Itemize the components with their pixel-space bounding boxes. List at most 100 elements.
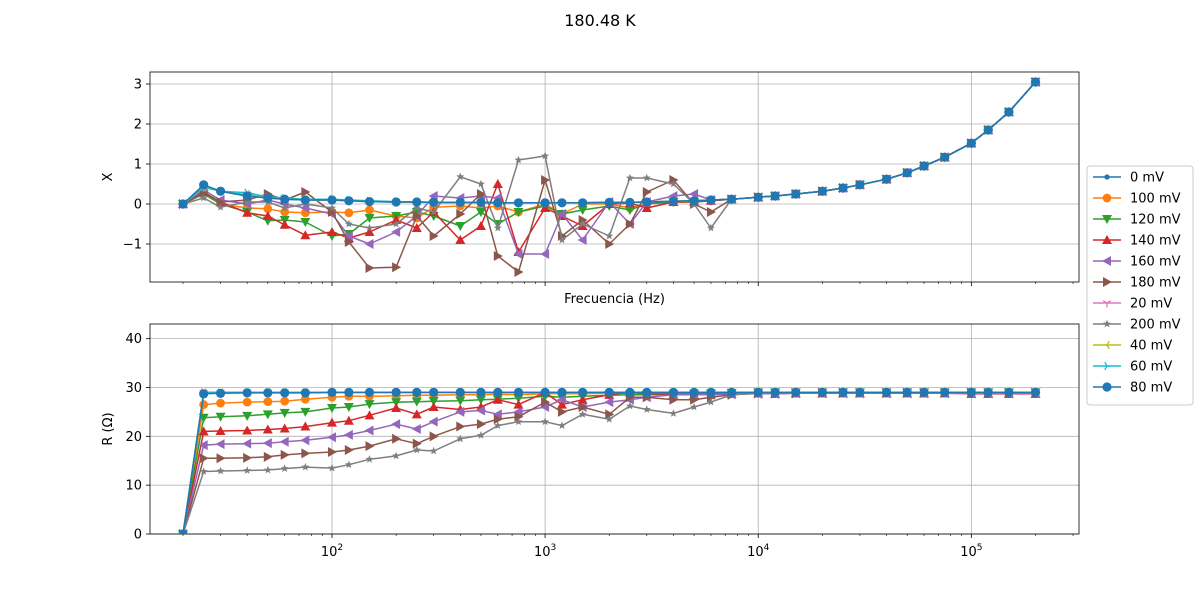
- data-point: [770, 191, 780, 201]
- data-point: [791, 387, 801, 397]
- data-point: [280, 203, 289, 212]
- data-point: [216, 197, 226, 207]
- series-0-mv: [180, 79, 1039, 207]
- data-point: [625, 173, 634, 182]
- data-point: [365, 441, 375, 452]
- data-point: [242, 438, 252, 449]
- data-point: [343, 403, 354, 413]
- grid: [150, 324, 1079, 535]
- data-point: [242, 207, 253, 217]
- data-point: [706, 195, 716, 205]
- data-point: [301, 187, 311, 197]
- data-point: [475, 405, 485, 416]
- data-point: [262, 438, 272, 449]
- legend-marker: [1102, 300, 1112, 308]
- data-point: [428, 402, 439, 412]
- data-point: [327, 387, 337, 397]
- legend-marker: [1102, 256, 1111, 266]
- legend-entry: 80 mV: [1093, 381, 1172, 396]
- data-point: [689, 387, 699, 397]
- data-point: [689, 189, 699, 199]
- series-60-mv: [180, 77, 1040, 209]
- data-point: [578, 215, 588, 225]
- data-point: [557, 198, 567, 208]
- data-point: [455, 396, 466, 406]
- data-point: [263, 193, 273, 203]
- data-point: [199, 193, 208, 202]
- legend-label: 180 mV: [1130, 276, 1181, 291]
- data-point: [199, 467, 208, 475]
- y-tick-label: 30: [125, 381, 142, 396]
- data-point: [770, 387, 780, 397]
- data-point: [940, 387, 950, 397]
- data-point: [475, 208, 486, 217]
- data-point: [690, 394, 700, 405]
- legend-entry: 60 mV: [1093, 360, 1172, 375]
- data-point: [902, 168, 912, 178]
- data-point: [706, 397, 715, 406]
- data-point: [178, 529, 188, 534]
- data-point: [178, 199, 188, 209]
- data-point: [475, 221, 486, 230]
- data-point: [706, 223, 715, 232]
- data-point: [429, 446, 438, 455]
- data-point: [605, 409, 615, 420]
- data-point: [513, 208, 524, 217]
- data-point: [881, 387, 892, 397]
- data-point: [838, 183, 848, 193]
- legend: 0 mV 100 mV 120 mV 140 mV 160 mV 180 mV 20 mV 2…: [1086, 165, 1194, 406]
- data-point: [513, 394, 524, 404]
- grid: [150, 72, 1079, 282]
- data-point: [476, 197, 486, 207]
- data-point: [364, 387, 375, 397]
- data-point: [301, 448, 311, 459]
- data-point: [791, 189, 801, 199]
- data-point: [300, 218, 311, 227]
- data-point: [690, 402, 699, 411]
- data-point: [326, 404, 337, 413]
- data-point: [328, 463, 336, 472]
- data-point: [556, 209, 566, 219]
- data-point: [706, 207, 716, 217]
- legend-marker: [1102, 235, 1112, 244]
- data-point: [344, 196, 354, 206]
- legend-entry: 200 mV: [1093, 318, 1181, 333]
- data-point: [263, 388, 273, 398]
- data-point: [855, 180, 865, 190]
- data-point: [391, 387, 401, 397]
- legend-marker: [1104, 361, 1112, 371]
- data-point: [881, 174, 892, 184]
- data-point: [199, 400, 209, 409]
- data-point: [513, 399, 524, 409]
- data-point: [669, 409, 678, 417]
- data-point: [392, 433, 402, 444]
- data-point: [242, 425, 253, 435]
- data-point: [669, 394, 679, 405]
- data-point: [541, 151, 550, 160]
- series-40-mv: [178, 77, 1039, 209]
- subplot-reactance: −1 0 1 2 3 X Frecuencia (Hz): [101, 71, 1080, 307]
- legend-marker: [1102, 340, 1110, 350]
- data-point: [476, 419, 486, 430]
- data-point: [428, 397, 439, 407]
- data-point: [279, 408, 290, 418]
- data-point: [541, 175, 551, 185]
- data-point: [364, 239, 374, 249]
- x-axis-label: Frecuencia (Hz): [564, 292, 665, 307]
- series-line: [182, 81, 1037, 205]
- data-point: [578, 402, 588, 413]
- data-point: [726, 194, 737, 204]
- data-point: [412, 211, 422, 221]
- data-point: [301, 462, 310, 471]
- y-axis-label: X: [101, 172, 116, 181]
- data-point: [280, 194, 290, 204]
- data-point: [558, 235, 566, 244]
- data-point: [983, 125, 993, 135]
- data-point: [364, 425, 374, 436]
- data-point: [364, 410, 375, 420]
- data-point: [300, 195, 310, 205]
- data-point: [216, 398, 225, 408]
- data-point: [578, 198, 588, 208]
- data-point: [817, 186, 827, 196]
